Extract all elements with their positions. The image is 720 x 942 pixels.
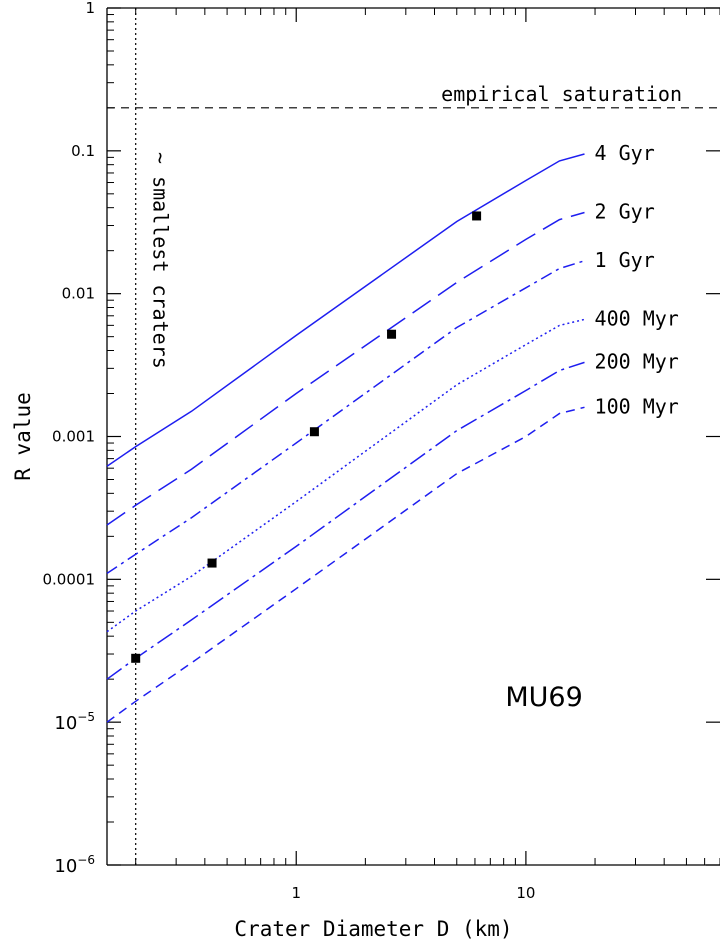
y-axis-title: R value (11, 392, 35, 481)
series-lines (106, 153, 585, 723)
y-tick-label: 0.0001 (43, 570, 96, 588)
series-line-5 (106, 406, 585, 723)
series-line-4 (106, 361, 585, 680)
series-label-0: 4 Gyr (595, 141, 655, 165)
y-tick-label: 10−6 (54, 853, 95, 877)
annotation-0: MU69 (505, 682, 582, 713)
saturation-label: empirical saturation (441, 82, 682, 106)
y-tick-label: 1 (85, 0, 95, 17)
reference-lines (107, 8, 720, 865)
x-tick-label: 10 (516, 884, 535, 902)
marker-3 (387, 329, 397, 339)
axes (106, 7, 720, 866)
marker-4 (472, 211, 482, 221)
series-label-3: 400 Myr (595, 306, 679, 330)
x-axis-title: Crater Diameter D (km) (234, 917, 512, 941)
series-line-3 (106, 318, 585, 633)
y-tick-label: 0.1 (71, 142, 95, 160)
series-label-4: 200 Myr (595, 349, 679, 373)
y-tick-label: 0.001 (52, 428, 95, 446)
series-label-5: 100 Myr (595, 394, 679, 418)
data-markers (131, 211, 482, 663)
series-line-0 (106, 153, 585, 467)
marker-0 (131, 653, 141, 663)
series-line-1 (106, 211, 585, 526)
y-tick-label: 10−5 (54, 710, 95, 734)
series-label-1: 2 Gyr (595, 200, 655, 224)
marker-2 (309, 427, 319, 437)
x-tick-label: 1 (291, 884, 301, 902)
series-line-2 (106, 260, 585, 575)
smallest-craters-label: ~ smallest craters (149, 152, 173, 369)
series-label-2: 1 Gyr (595, 248, 655, 272)
y-tick-label: 0.01 (62, 285, 95, 303)
marker-1 (207, 558, 217, 568)
